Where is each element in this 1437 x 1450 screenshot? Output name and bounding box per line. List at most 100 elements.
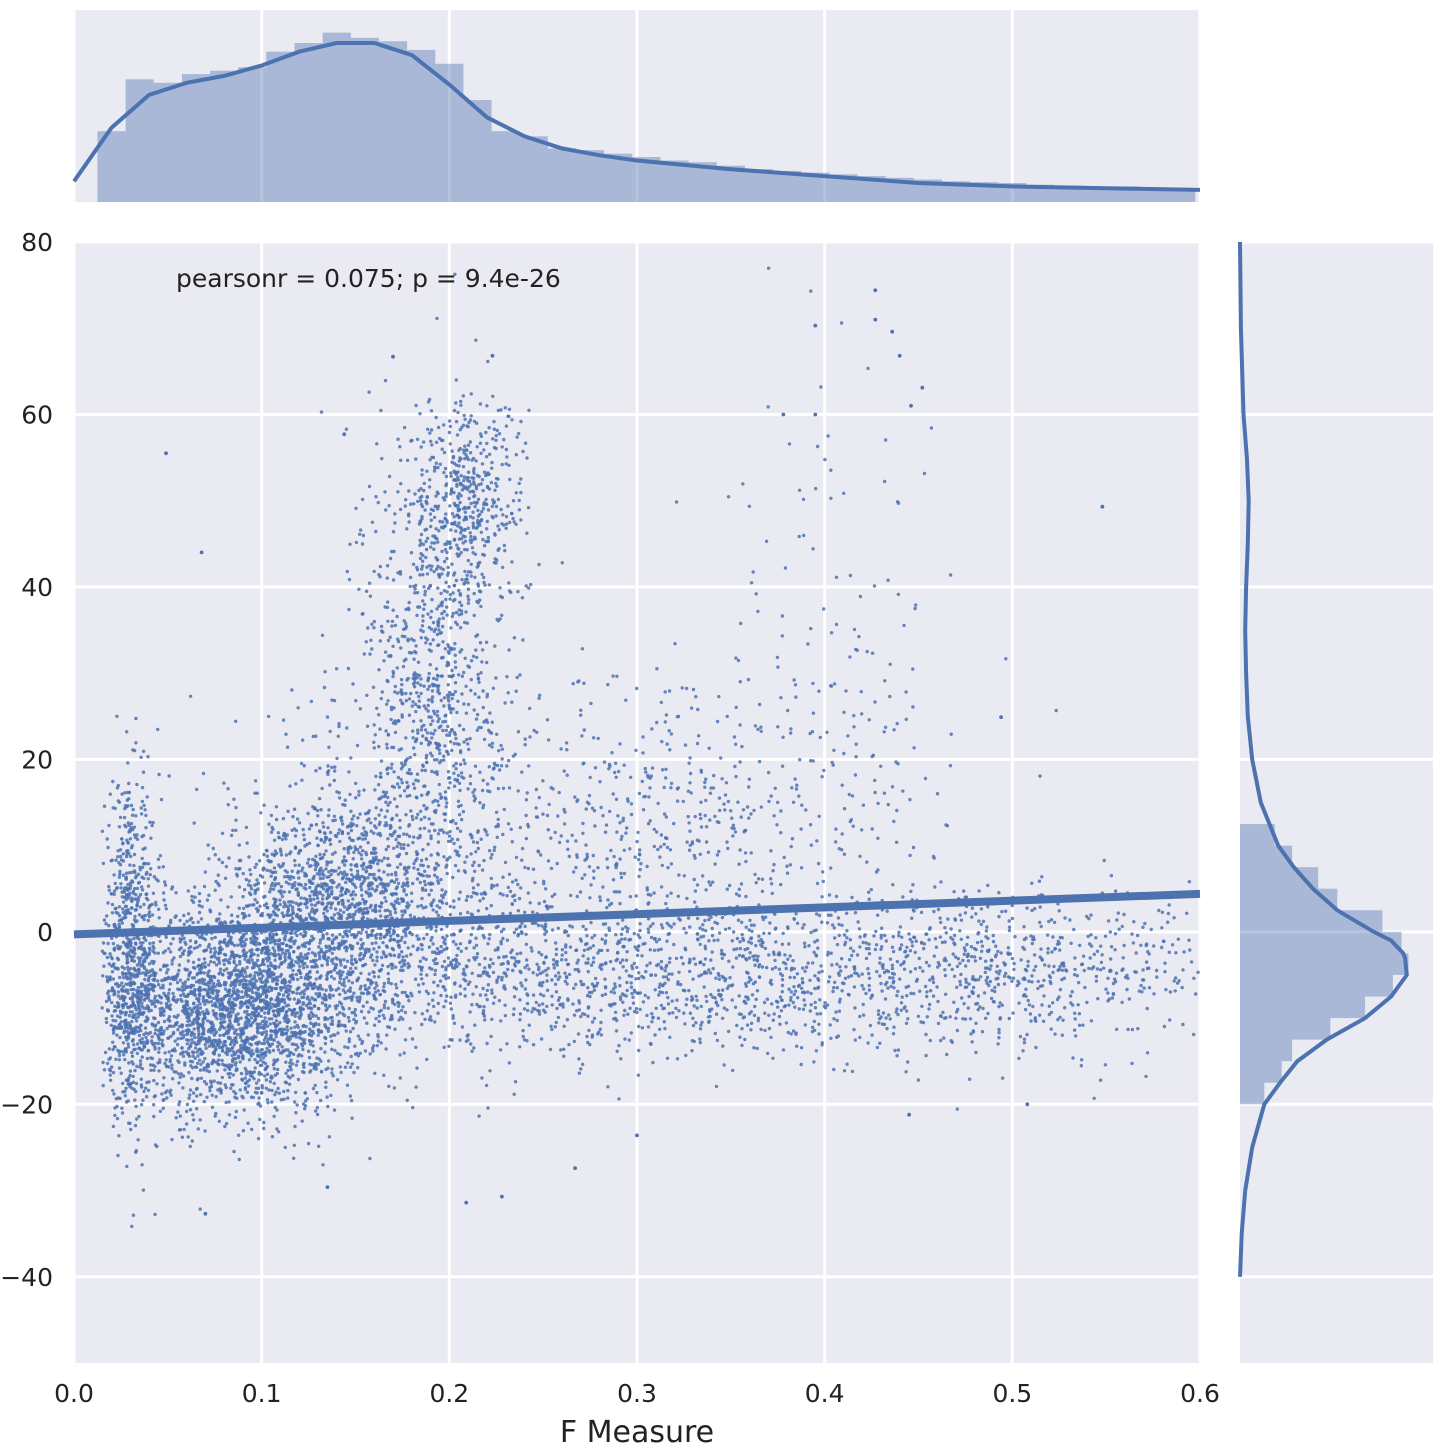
scatter-point — [349, 966, 353, 971]
scatter-point — [347, 770, 351, 774]
scatter-point — [383, 888, 388, 893]
scatter-point — [106, 941, 110, 946]
scatter-point — [260, 1032, 264, 1037]
scatter-point — [301, 1002, 305, 1006]
scatter-point — [295, 1023, 299, 1027]
x-hist-bar — [519, 136, 548, 202]
scatter-point — [101, 861, 106, 866]
scatter-point — [163, 976, 167, 981]
scatter-point — [132, 946, 136, 950]
scatter-point — [404, 699, 408, 703]
scatter-point — [188, 945, 193, 949]
scatter-point — [432, 991, 436, 995]
scatter-point — [265, 1072, 270, 1076]
scatter-point — [133, 914, 137, 919]
scatter-point — [263, 984, 268, 988]
scatter-point — [229, 1007, 233, 1011]
scatter-point — [217, 959, 221, 963]
scatter-point — [290, 828, 294, 832]
scatter-point — [245, 1005, 249, 1009]
scatter-point — [255, 1022, 259, 1026]
scatter-point — [213, 1114, 217, 1118]
scatter-point — [425, 925, 429, 930]
scatter-point — [244, 937, 248, 942]
scatter-point — [135, 1019, 139, 1023]
scatter-point — [184, 942, 188, 946]
scatter-point — [206, 1040, 210, 1044]
scatter-point — [269, 964, 274, 968]
x-hist-bar — [238, 67, 267, 202]
scatter-point — [110, 964, 114, 968]
scatter-point — [232, 1007, 236, 1011]
scatter-point — [208, 1020, 212, 1024]
scatter-point — [371, 685, 376, 689]
scatter-point — [191, 1066, 195, 1070]
scatter-point — [242, 1042, 246, 1047]
scatter-point — [371, 859, 375, 863]
scatter-point — [308, 998, 312, 1003]
scatter-point — [230, 942, 234, 946]
scatter-point — [345, 959, 350, 963]
scatter-point — [316, 1062, 321, 1067]
scatter-point — [454, 529, 458, 533]
scatter-point — [307, 982, 311, 986]
scatter-point — [114, 910, 119, 915]
scatter-point — [131, 1213, 136, 1217]
scatter-point — [232, 1149, 236, 1154]
scatter-point — [168, 920, 173, 925]
scatter-point — [264, 993, 269, 998]
scatter-point — [310, 903, 314, 907]
scatter-point — [138, 1062, 143, 1067]
scatter-point — [139, 985, 143, 989]
scatter-point — [218, 967, 223, 971]
scatter-point — [384, 1047, 388, 1051]
scatter-point — [261, 1056, 266, 1060]
scatter-point — [125, 961, 129, 965]
scatter-point — [215, 982, 220, 987]
scatter-point — [318, 830, 322, 834]
scatter-point — [131, 1074, 135, 1079]
scatter-point — [181, 1074, 186, 1078]
scatter-point — [111, 1124, 116, 1129]
scatter-point — [314, 1109, 318, 1113]
scatter-point — [174, 974, 178, 979]
scatter-point — [466, 587, 471, 591]
scatter-point — [121, 989, 125, 993]
scatter-point — [150, 1022, 154, 1026]
scatter-point — [162, 1076, 166, 1080]
scatter-point — [326, 1066, 330, 1070]
scatter-point — [224, 921, 228, 925]
scatter-point — [130, 1224, 134, 1229]
scatter-point — [117, 825, 122, 829]
scatter-point — [124, 1011, 128, 1015]
scatter-point — [303, 1107, 307, 1111]
scatter-point — [116, 799, 121, 803]
scatter-point — [131, 1038, 135, 1042]
scatter-point — [149, 836, 153, 840]
scatter-point — [226, 905, 230, 909]
scatter-point — [242, 906, 246, 910]
scatter-point — [212, 960, 216, 965]
scatter-point — [416, 937, 420, 941]
scatter-point — [141, 1188, 146, 1192]
scatter-point — [318, 938, 323, 942]
scatter-point — [226, 934, 231, 938]
scatter-point — [395, 691, 400, 695]
scatter-point — [244, 877, 248, 882]
scatter-point — [119, 1071, 123, 1075]
scatter-point — [345, 825, 350, 829]
scatter-point — [460, 692, 464, 696]
scatter-point — [287, 1082, 292, 1087]
scatter-point — [289, 1026, 293, 1030]
scatter-point — [385, 1033, 389, 1037]
scatter-point — [456, 799, 461, 803]
scatter-point — [416, 867, 420, 872]
scatter-point — [321, 893, 325, 897]
scatter-point — [165, 1026, 169, 1031]
scatter-point — [377, 713, 381, 717]
scatter-point — [265, 1046, 269, 1051]
scatter-point — [434, 910, 439, 914]
scatter-point — [392, 953, 397, 958]
y-hist-bar — [1240, 1018, 1331, 1040]
scatter-point — [255, 932, 259, 936]
